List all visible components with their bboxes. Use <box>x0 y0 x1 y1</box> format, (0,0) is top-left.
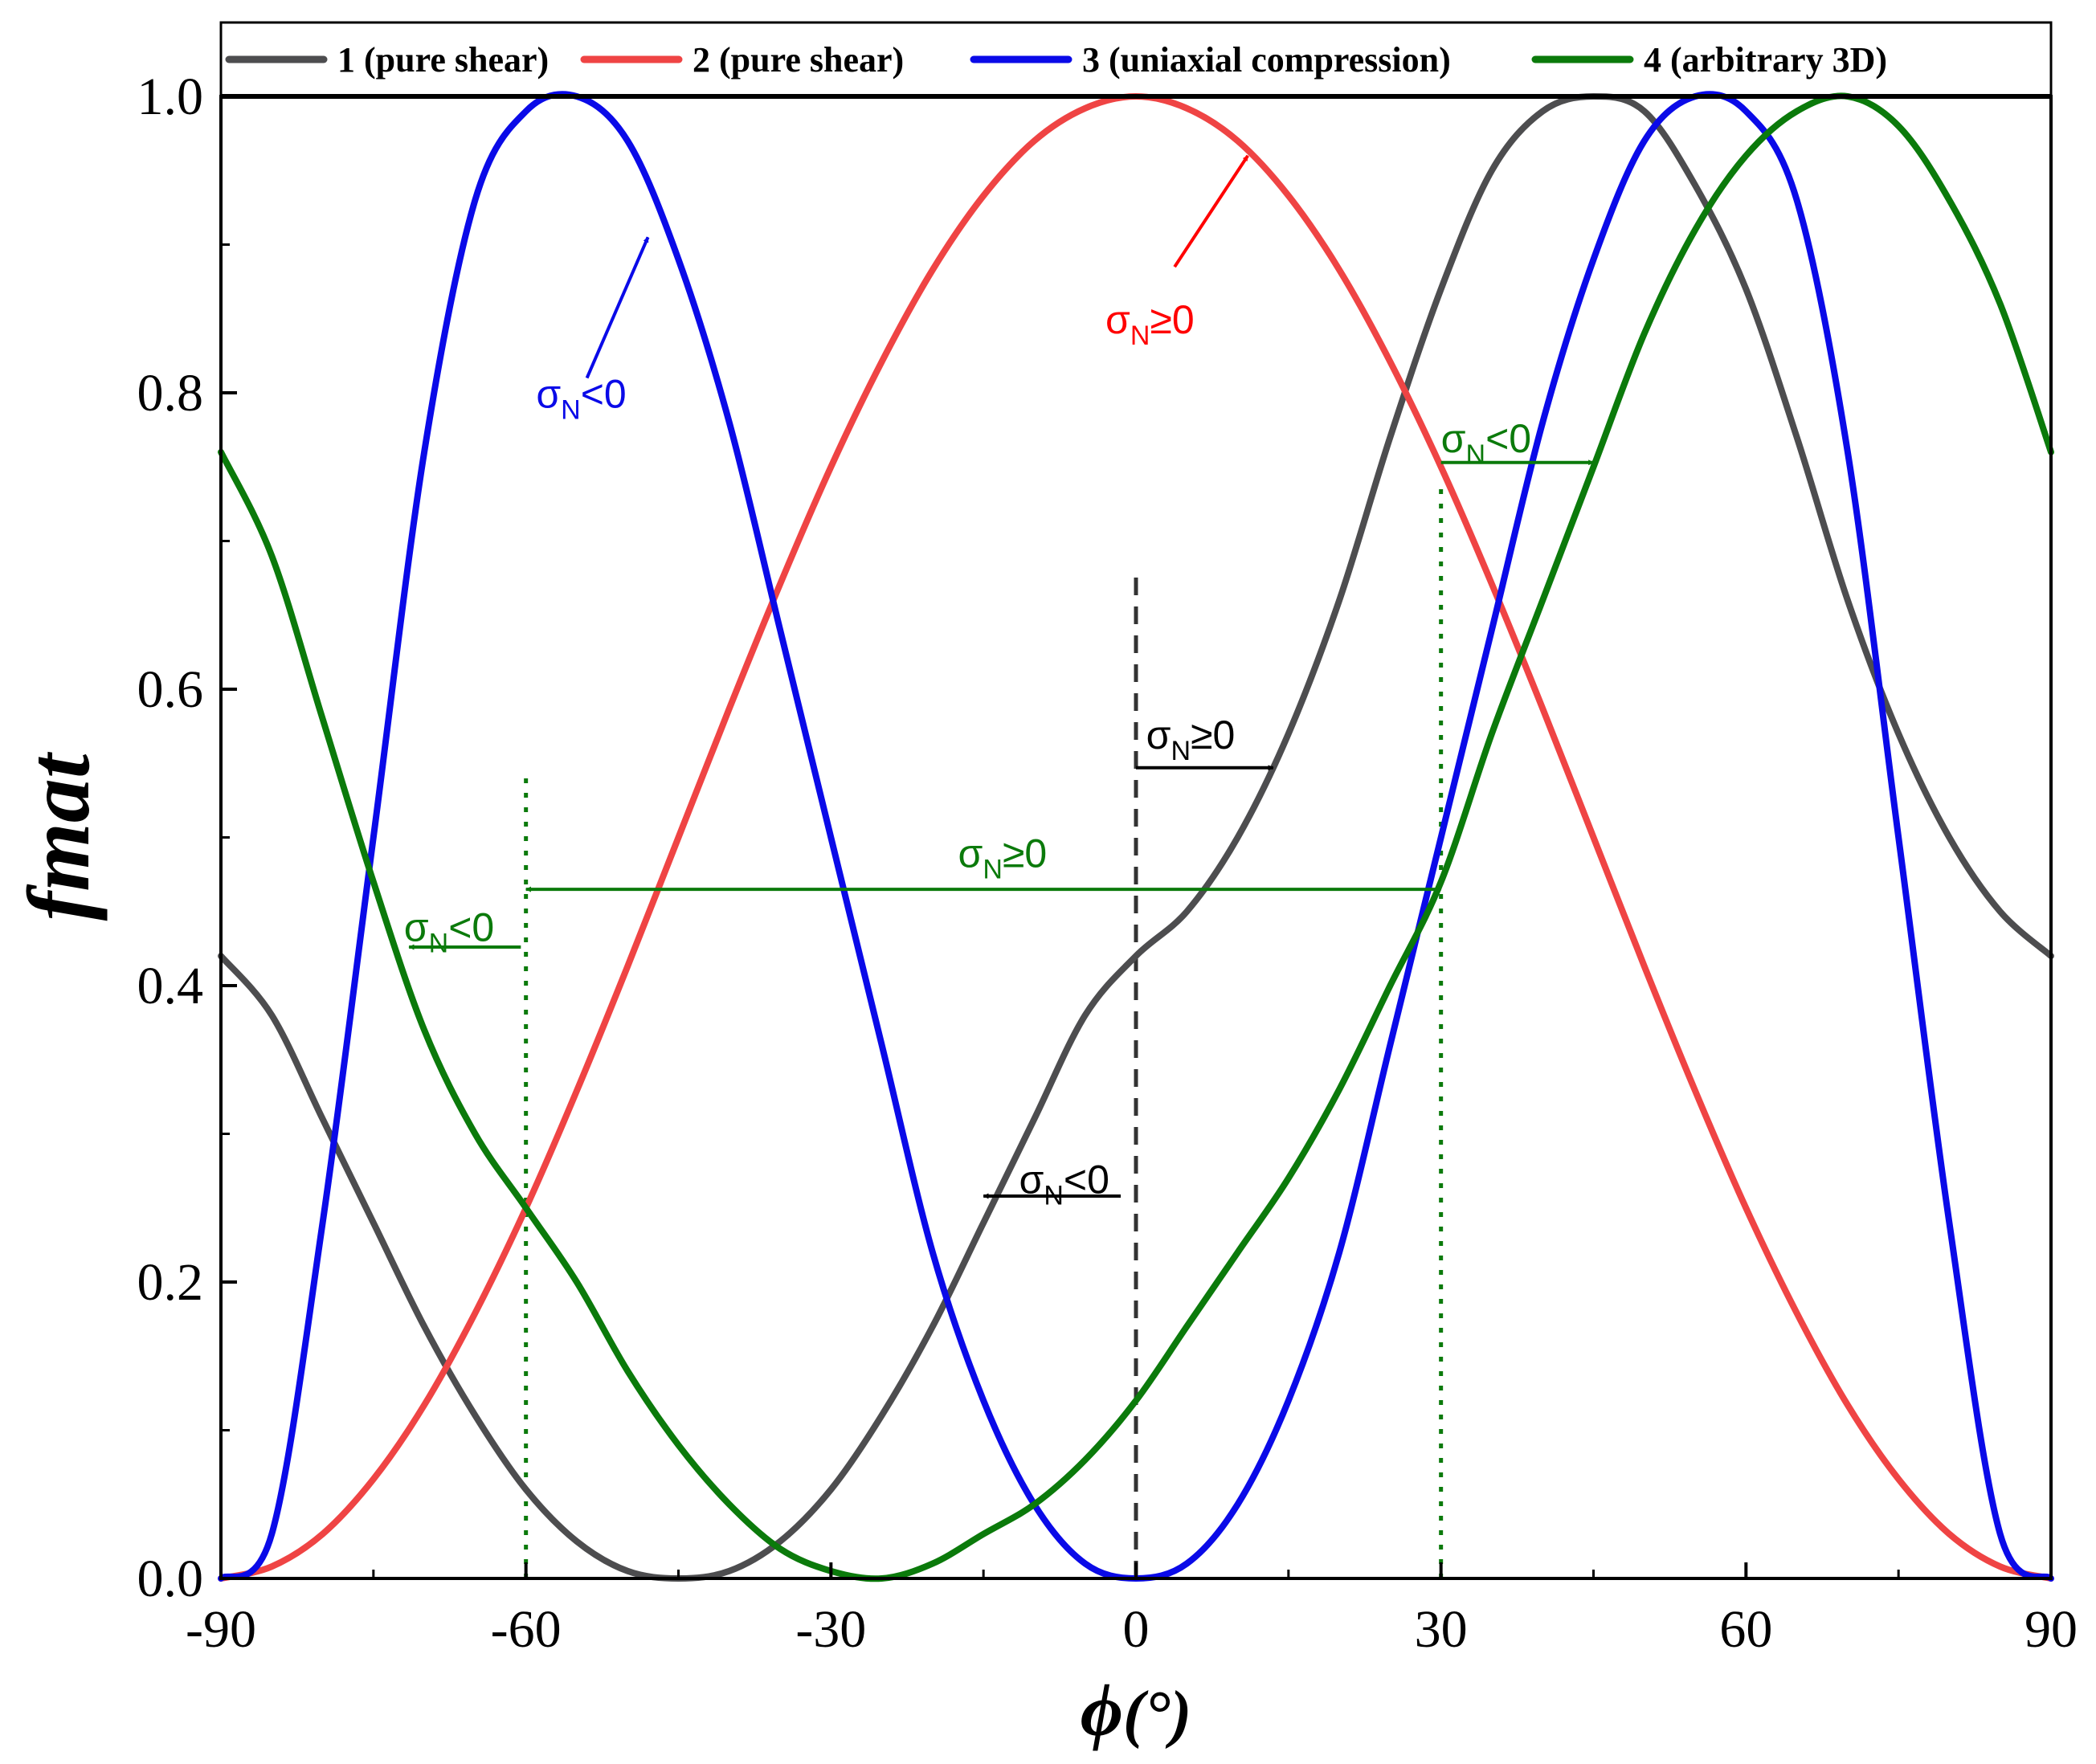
x-tick-label: 0 <box>1123 1600 1150 1659</box>
axis-titles: ϕ(°) fmat <box>10 751 1191 1751</box>
y-tick-label: 0.8 <box>137 364 204 423</box>
series-line-2-pure-shear <box>218 93 2054 1582</box>
legend-label: 3 (uniaxial compression) <box>1082 40 1451 80</box>
legend-item-3-uniaxial-compression: 3 (uniaxial compression) <box>970 40 1451 80</box>
annotation-label: σN<0 <box>404 905 494 959</box>
series-lines <box>218 91 2054 1582</box>
legend-item-4-arbitrary-3d: 4 (arbitrary 3D) <box>1531 40 1887 80</box>
y-tick-label: 0.4 <box>137 957 204 1015</box>
plot-frame <box>219 95 2053 1580</box>
annotation-7: σN<0 <box>983 1157 1122 1211</box>
y-tick-label: 0.2 <box>137 1253 204 1312</box>
series-line-4-arbitrary-3d <box>218 92 2054 1582</box>
annotation-label: σN<0 <box>1019 1157 1109 1211</box>
reference-lines <box>524 481 1444 1578</box>
y-tick-label: 1.0 <box>137 67 204 126</box>
annotations: σN<0 σN≥0 σN<0 σN≥0 σN≥0 σN<0 σN<0 <box>404 154 1595 1211</box>
annotation-label: σN≥0 <box>958 831 1048 884</box>
legend: 1 (pure shear) 2 (pure shear) 3 (uniaxial … <box>219 21 2053 98</box>
annotation-3: σN<0 <box>1440 416 1595 470</box>
legend-label: 1 (pure shear) <box>337 40 549 80</box>
annotation-4: σN≥0 <box>1136 713 1274 771</box>
annotation-2: σN≥0 <box>1105 154 1249 351</box>
legend-box <box>219 21 2053 98</box>
legend-item-1-pure-shear: 1 (pure shear) <box>225 40 549 80</box>
y-tick-label: 0.6 <box>137 660 204 719</box>
annotation-label: σN≥0 <box>1146 713 1236 766</box>
x-tick-label: -30 <box>795 1600 866 1659</box>
x-tick-label: 90 <box>2024 1600 2078 1659</box>
y-tick-label: 0.0 <box>137 1550 204 1608</box>
annotation-arrow <box>585 236 650 379</box>
series-line-1-pure-shear <box>218 93 2054 1582</box>
annotation-1: σN<0 <box>536 236 650 425</box>
series-line-3-uniaxial-compression <box>218 91 2054 1582</box>
x-tick-label: 60 <box>1719 1600 1772 1659</box>
annotation-label: σN≥0 <box>1105 297 1195 351</box>
annotation-label: σN<0 <box>536 371 626 425</box>
legend-label: 2 (pure shear) <box>693 40 904 80</box>
x-tick-label: -90 <box>186 1600 256 1659</box>
y-axis-title: fmat <box>10 751 108 921</box>
x-tick-label: -60 <box>491 1600 562 1659</box>
x-tick-label: 30 <box>1415 1600 1468 1659</box>
annotation-5: σN≥0 <box>525 831 1442 892</box>
annotation-6: σN<0 <box>404 905 521 959</box>
axes: -90 -60 -30 0 30 60 90 0.0 0.2 0.4 0.6 0.8 1.0 <box>137 67 2078 1659</box>
annotation-label: σN<0 <box>1441 416 1531 470</box>
x-axis-title: ϕ(°) <box>1081 1669 1192 1751</box>
annotation-arrow <box>1173 154 1249 268</box>
legend-label: 4 (arbitrary 3D) <box>1644 40 1887 80</box>
legend-item-2-pure-shear: 2 (pure shear) <box>580 40 904 80</box>
